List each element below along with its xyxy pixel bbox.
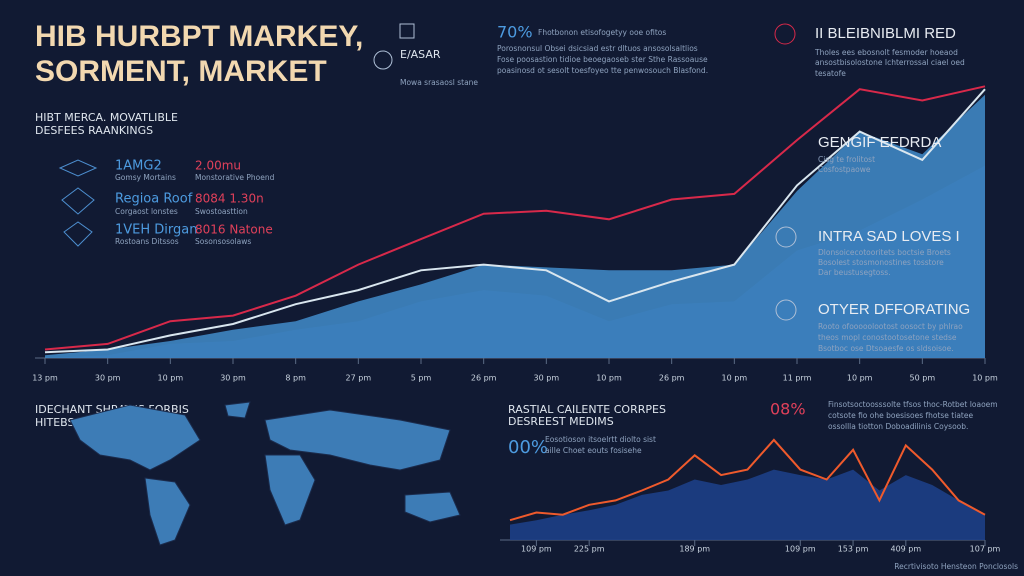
x-tick-label: 107 pm (970, 545, 1001, 554)
stat-note: Swostoasttion (195, 207, 248, 216)
text: tesatofe (815, 69, 846, 78)
charts: 13 pm 30 pm 10 pm 30 pm 8 pm 27 pm 5 pm 26 pm 30… (32, 85, 1001, 554)
stat-note: Sosonsosolaws (195, 237, 251, 246)
text: Bsotboc ose Dtsoaesfe os sldsoisoe. (818, 344, 954, 353)
line (44, 85, 986, 351)
text: theos mopl conostootosetone stedse (818, 333, 957, 342)
line (44, 88, 986, 354)
text: Finsotsoctoosssolte tfsos thoc-Rotbet Io… (828, 400, 998, 409)
callouts: GENGIF EFDRDA Cisg te frolitost Cosfostp… (775, 134, 970, 353)
stat-name: 1AMG2 (115, 159, 162, 174)
stats: 1AMG2 Gomsy Mortains 2.00mu Monstorative… (58, 159, 275, 247)
subtitle: DESFEES RAANKINGS (35, 124, 153, 137)
text: Tholes ees ebosnolt fesmoder hoeaod (814, 48, 958, 57)
text: Bosolest stosmonostines tosstore (818, 258, 944, 267)
line (509, 438, 986, 522)
area (45, 94, 985, 359)
text: ansostbisolostone Ichterrossal ciael oed (815, 58, 965, 67)
x-tick-label: 10 pm (722, 374, 748, 383)
text: Dlonsoicecotooritets boctsie Broets (818, 248, 951, 257)
heading: II BLEIBNIBLMI RED (815, 25, 956, 42)
icon (775, 299, 797, 321)
x-tick-label: 30 pm (220, 374, 246, 383)
text: Rooto ofooooolootost oosoct by phlrao (818, 322, 963, 331)
heading: INTRA SAD LOVES I (818, 228, 960, 245)
footer: Recrtivisoto Hensteon Ponclosols (894, 562, 1018, 571)
text: Cisg te frolitost (818, 155, 875, 164)
text: Porosnonsul Obsei dsicsiad estr dltuos a… (497, 44, 698, 53)
x-tick-label: 109 pm (785, 545, 816, 554)
x-tick-label: 8 pm (285, 374, 306, 383)
top-center: E/ASAR Mowa srasaosl stane 70% Fhotbonon… (373, 23, 708, 87)
stat-note: Gomsy Mortains (115, 173, 176, 182)
x-tick-label: 10 pm (847, 374, 873, 383)
top-right: II BLEIBNIBLMI RED Tholes ees ebosnolt f… (774, 23, 965, 78)
x-tick-label: 50 pm (910, 374, 936, 383)
x-tick-label: 153 pm (838, 545, 869, 554)
text: Fose poosastion tidioe beoegaoseb ster S… (497, 55, 708, 64)
x-tick-label: 26 pm (471, 374, 497, 383)
icon (775, 226, 797, 248)
text: cotsote fio ohe boesisoes fhotse tiatee (828, 411, 973, 420)
label: Mowa srasaosl stane (400, 78, 478, 87)
text: aille Choet eouts fosisehe (545, 446, 642, 455)
south-america (144, 477, 191, 546)
x-tick-label: 409 pm (890, 545, 921, 554)
area (510, 469, 985, 540)
title: HIB HURBPT MARKEY, (35, 20, 363, 53)
stat-name: Regioa Roof (115, 192, 193, 207)
greenland (224, 401, 251, 419)
stat-icons (58, 159, 98, 247)
title: SORMENT, MARKET (35, 55, 327, 88)
x-tick-label: 10 pm (596, 374, 622, 383)
x-tick-label: 10 pm (972, 374, 998, 383)
x-tick-label: 10 pm (158, 374, 184, 383)
panel-title: DESREEST MEDIMS (508, 415, 614, 428)
text: poasinosd ot sesolt toesfoyeo tte penwos… (497, 66, 708, 75)
map-panel: IDECHANT SHRATIJS FORBIS HITEBS (35, 401, 461, 546)
stat-name: 1VEH Dirgan (115, 223, 197, 238)
text: Cosfostpaowe (818, 165, 871, 174)
heading: OTYER DFFORATING (818, 301, 970, 318)
percent: 08% (770, 400, 806, 419)
text: ossollla tiotton Doboadilinis Coysoob. (828, 422, 968, 431)
text: Eosotioson itsoelrtt diolto sist (545, 435, 656, 444)
stat-value: 2.00mu (195, 159, 241, 173)
percent: 00% (508, 437, 548, 458)
x-tick-label: 189 pm (679, 545, 710, 554)
stat-value: 8084 1.30n (195, 192, 264, 206)
panel-title: RASTIAL CAILENTE CORRPES (508, 403, 666, 416)
icon (399, 23, 415, 39)
x-tick-label: 109 pm (521, 545, 552, 554)
subtitle: HIBT MERCA. MOVATLIBLE (35, 111, 178, 124)
africa (264, 454, 316, 526)
north-america (69, 404, 201, 471)
australia (404, 491, 461, 523)
x-tick-label: 30 pm (95, 374, 121, 383)
icon (373, 50, 393, 70)
eurasia (264, 409, 451, 471)
stat-note: Rostoans Ditssos (115, 237, 179, 246)
percent: 70% (497, 23, 533, 42)
x-tick-label: 11 prm (783, 374, 812, 383)
label: E/ASAR (400, 48, 441, 61)
stat-note: Corgaost lonstes (115, 207, 178, 216)
x-tick-label: 13 pm (32, 374, 58, 383)
heading: GENGIF EFDRDA (818, 134, 941, 151)
panel-title: HITEBS (35, 416, 75, 429)
text: Fhotbonon etisofogetyy ooe ofitos (538, 28, 666, 37)
x-tick-label: 5 pm (411, 374, 432, 383)
icon (774, 23, 796, 45)
x-tick-label: 27 pm (346, 374, 372, 383)
x-tick-label: 26 pm (659, 374, 685, 383)
world-map (69, 401, 461, 546)
text: Dar beustusegtoss. (818, 268, 891, 277)
bottom-panel: RASTIAL CAILENTE CORRPES DESREEST MEDIMS… (508, 400, 1018, 572)
stat-note: Monstorative Phoend (195, 173, 275, 182)
x-tick-label: 30 pm (534, 374, 560, 383)
stat-value: 8016 Natone (195, 223, 273, 237)
x-tick-label: 225 pm (574, 545, 605, 554)
